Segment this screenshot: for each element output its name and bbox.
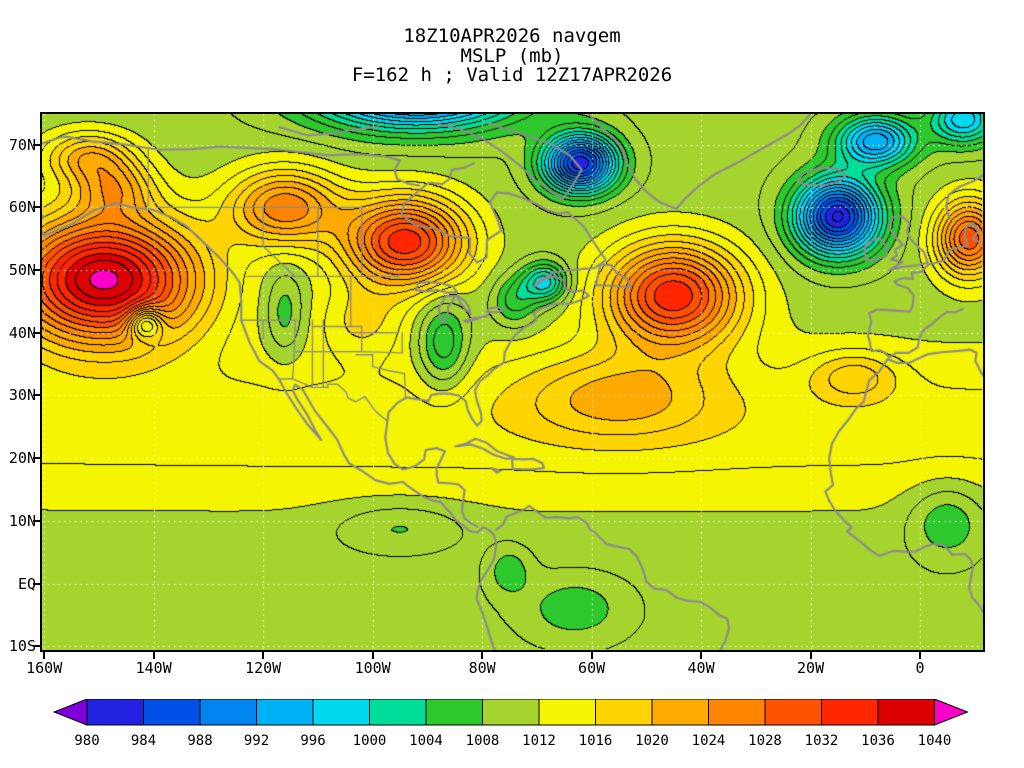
x-tick-label: 20W <box>797 659 825 677</box>
colorbar-label: 992 <box>244 733 269 749</box>
colorbar-cell <box>143 698 201 726</box>
x-tick-label: 80W <box>468 659 496 677</box>
colorbar-label: 1036 <box>861 733 895 749</box>
colorbar-cell <box>425 698 483 726</box>
x-tick-label: 40W <box>687 659 715 677</box>
colorbar-legend: 980 984 988 992 996 1000 1004 1008 1012 1016 1020 1… <box>52 698 969 755</box>
y-tick-label: 50N <box>8 261 36 280</box>
y-tick-label: 70N <box>8 135 36 154</box>
colorbar-label: 1024 <box>692 733 726 749</box>
colorbar-cell <box>538 698 596 726</box>
colorbar-label: 1032 <box>805 733 839 749</box>
x-tick-label: 0 <box>915 659 925 677</box>
chart-title-init: 18Z10APR2026 navgem <box>403 25 621 47</box>
colorbar-cell <box>595 698 653 726</box>
colorbar-cell <box>199 698 257 726</box>
colorbar-label: 1000 <box>353 733 387 749</box>
y-tick-label: 60N <box>8 198 36 217</box>
colorbar-cell <box>256 698 314 726</box>
x-tick-mark <box>152 652 155 659</box>
x-tick-label: 140W <box>135 659 172 677</box>
mslp-contour-canvas <box>42 114 983 650</box>
x-tick-label: 100W <box>354 659 391 677</box>
x-tick-mark <box>700 652 703 659</box>
x-tick-label: 120W <box>245 659 282 677</box>
chart-title-block: 18Z10APR2026 navgem MSLP (mb) F=162 h ; … <box>0 25 1024 86</box>
colorbar-label: 1012 <box>522 733 556 749</box>
colorbar-cell <box>651 698 709 726</box>
colorbar-label: 1004 <box>409 733 443 749</box>
y-tick-label: EQ <box>17 574 36 593</box>
map-plot-area <box>40 112 985 652</box>
y-tick-label: 20N <box>8 449 36 468</box>
x-tick-mark <box>481 652 484 659</box>
chart-title-valid: F=162 h ; Valid 12Z17APR2026 <box>351 64 673 86</box>
colorbar-arrow-low <box>52 698 88 726</box>
y-tick-mark <box>33 457 40 460</box>
colorbar-arrow-high <box>934 698 969 726</box>
colorbar-label: 1020 <box>635 733 669 749</box>
y-tick-mark <box>33 269 40 272</box>
colorbar-svg: 980 984 988 992 996 1000 1004 1008 1012 1016 1020 1… <box>52 698 969 749</box>
colorbar-label: 1008 <box>466 733 500 749</box>
x-tick-mark <box>919 652 922 659</box>
chart-title-variable: MSLP (mb) <box>460 44 564 67</box>
y-tick-label: 10S <box>8 637 36 656</box>
colorbar-label: 1016 <box>579 733 613 749</box>
x-tick-mark <box>262 652 265 659</box>
colorbar-cell <box>312 698 370 726</box>
y-tick-mark <box>33 206 40 209</box>
colorbar-cell <box>821 698 879 726</box>
colorbar-cell <box>708 698 766 726</box>
colorbar-label: 996 <box>300 733 325 749</box>
y-tick-mark <box>33 645 40 648</box>
colorbar-cell <box>482 698 540 726</box>
colorbar-cell <box>369 698 427 726</box>
y-tick-mark <box>33 143 40 146</box>
y-tick-mark <box>33 582 40 585</box>
x-tick-label: 160W <box>26 659 63 677</box>
colorbar-label: 1040 <box>918 733 952 749</box>
y-tick-label: 30N <box>8 386 36 405</box>
y-tick-mark <box>33 394 40 397</box>
colorbar-label: 1028 <box>748 733 782 749</box>
x-tick-label: 60W <box>578 659 606 677</box>
colorbar-label: 980 <box>74 733 99 749</box>
y-tick-mark <box>33 331 40 334</box>
y-tick-mark <box>33 519 40 522</box>
y-tick-label: 10N <box>8 511 36 530</box>
colorbar-label: 984 <box>131 733 156 749</box>
x-tick-mark <box>43 652 46 659</box>
colorbar-cell <box>764 698 822 726</box>
colorbar-cell <box>86 698 144 726</box>
x-tick-mark <box>590 652 593 659</box>
colorbar-label: 988 <box>187 733 212 749</box>
y-tick-label: 40N <box>8 323 36 342</box>
x-tick-mark <box>371 652 374 659</box>
x-tick-mark <box>809 652 812 659</box>
colorbar-cell <box>877 698 935 726</box>
